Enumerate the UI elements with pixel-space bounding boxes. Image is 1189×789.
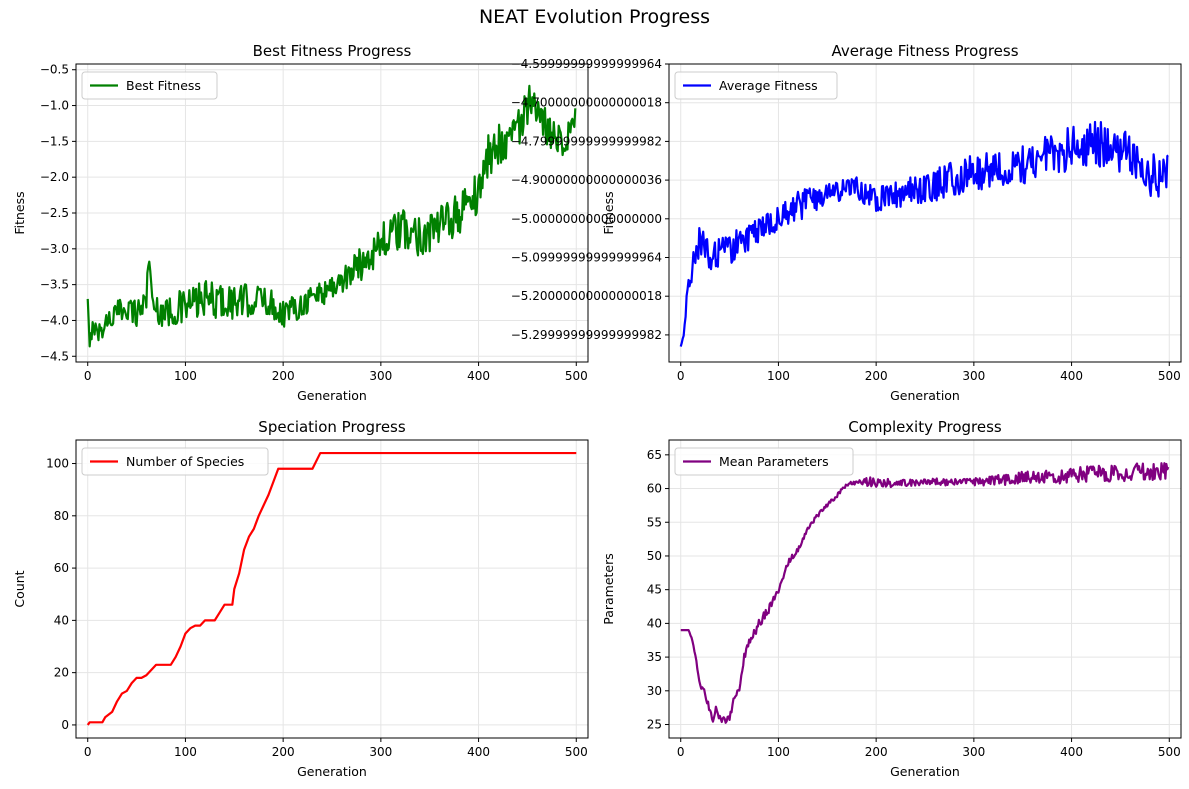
axes-frame [75, 439, 589, 739]
y-tick-label: 100 [46, 457, 69, 471]
legend-box [674, 447, 854, 476]
x-tick-label: 200 [272, 369, 295, 383]
axes-frame [668, 63, 1182, 363]
y-tick-label: −5.00000000000000000 [511, 212, 662, 226]
y-tick-label: 50 [647, 549, 662, 563]
y-tick-label: 40 [54, 613, 69, 627]
y-tick-label: −0.5 [40, 63, 69, 77]
x-tick-label: 300 [962, 745, 985, 759]
x-tick-label: 300 [369, 369, 392, 383]
x-tick-label: 500 [1158, 369, 1181, 383]
y-tick-label: 40 [647, 616, 662, 630]
legend-box [81, 447, 269, 476]
y-axis-label: Parameters [601, 553, 616, 625]
x-tick-label: 100 [174, 745, 197, 759]
x-tick-label: 100 [767, 369, 790, 383]
best-fitness-series-line [86, 84, 577, 348]
x-tick-label: 200 [272, 745, 295, 759]
x-tick-label: 300 [962, 369, 985, 383]
complexity-legend: Mean Parameters [674, 447, 854, 476]
y-tick-label: −5.20000000000000018 [511, 289, 662, 303]
average-fitness-series-line [679, 120, 1169, 347]
y-tick-label: −2.5 [40, 206, 69, 220]
y-tick-label: −4.0 [40, 313, 69, 327]
y-tick-label: 0 [61, 718, 69, 732]
x-tick-label: 400 [1060, 745, 1083, 759]
x-tick-label: 200 [865, 745, 888, 759]
figure-title: NEAT Evolution Progress [478, 6, 711, 28]
x-tick-label: 0 [84, 745, 92, 759]
y-tick-label: 60 [54, 561, 69, 575]
complexity-title: Complexity Progress [848, 418, 1002, 436]
average-fitness-title: Average Fitness Progress [831, 42, 1018, 60]
speciation-title: Speciation Progress [258, 418, 406, 436]
y-tick-label: 65 [647, 448, 662, 462]
y-tick-label: −4.5 [40, 349, 69, 363]
y-tick-label: −3.5 [40, 278, 69, 292]
y-tick-label: −4.70000000000000018 [511, 96, 662, 110]
x-tick-label: 0 [677, 369, 685, 383]
x-tick-label: 100 [174, 369, 197, 383]
speciation-axes: 0 100 200 300 400 500 0 20 40 60 80 100 Speciation P… [12, 418, 589, 779]
y-axis-label: Fitness [601, 191, 616, 234]
best-fitness-legend: Best Fitness [81, 71, 218, 100]
average-fitness-axes: 0 100 200 300 400 500 −5.29999999999999982 −5.2… [511, 42, 1182, 403]
speciation-legend: Number of Species [81, 447, 269, 476]
complexity-series-line [680, 462, 1170, 724]
x-axis-label: Generation [297, 764, 367, 779]
y-tick-label: −1.0 [40, 99, 69, 113]
legend-label: Best Fitness [126, 78, 201, 93]
x-tick-label: 400 [467, 369, 490, 383]
y-tick-label: 20 [54, 666, 69, 680]
x-tick-label: 500 [1158, 745, 1181, 759]
y-tick-label: −4.90000000000000036 [511, 173, 662, 187]
y-tick-label: 30 [647, 684, 662, 698]
y-tick-label: 35 [647, 650, 662, 664]
y-tick-label: −1.5 [40, 134, 69, 148]
x-axis-label: Generation [297, 388, 367, 403]
y-tick-label: −5.29999999999999982 [511, 328, 662, 342]
best-fitness-axes: 0 100 200 300 400 500 −4.5 −4.0 −3.5 −3.0 −2.5 −2.0… [12, 42, 589, 403]
x-tick-label: 500 [565, 745, 588, 759]
x-tick-label: 400 [467, 745, 490, 759]
x-tick-label: 500 [565, 369, 588, 383]
y-tick-label: 25 [647, 718, 662, 732]
x-tick-label: 400 [1060, 369, 1083, 383]
y-tick-label: −2.0 [40, 170, 69, 184]
x-tick-label: 0 [677, 745, 685, 759]
x-tick-label: 300 [369, 745, 392, 759]
legend-box [674, 71, 838, 100]
y-tick-label: −4.59999999999999964 [511, 57, 662, 71]
y-tick-label: 60 [647, 482, 662, 496]
legend-label: Number of Species [126, 454, 244, 469]
average-fitness-legend: Average Fitness [674, 71, 838, 100]
x-axis-label: Generation [890, 388, 960, 403]
y-tick-label: 55 [647, 515, 662, 529]
x-tick-label: 0 [84, 369, 92, 383]
speciation-series-line [86, 451, 577, 726]
best-fitness-title: Best Fitness Progress [253, 42, 412, 60]
y-axis-label: Fitness [12, 191, 27, 234]
y-tick-label: 80 [54, 509, 69, 523]
legend-box [81, 71, 218, 100]
complexity-axes: 0 100 200 300 400 500 25 30 35 40 45 50 55 60 65 Comple… [601, 418, 1182, 779]
y-tick-label: −4.79999999999999982 [511, 134, 662, 148]
y-tick-label: −5.09999999999999964 [511, 251, 662, 265]
x-tick-label: 100 [767, 745, 790, 759]
axes-frame [668, 439, 1182, 739]
y-axis-label: Count [12, 570, 27, 607]
x-tick-label: 200 [865, 369, 888, 383]
legend-label: Mean Parameters [719, 454, 829, 469]
x-axis-label: Generation [890, 764, 960, 779]
y-tick-label: −3.0 [40, 242, 69, 256]
y-tick-label: 45 [647, 583, 662, 597]
legend-label: Average Fitness [719, 78, 818, 93]
